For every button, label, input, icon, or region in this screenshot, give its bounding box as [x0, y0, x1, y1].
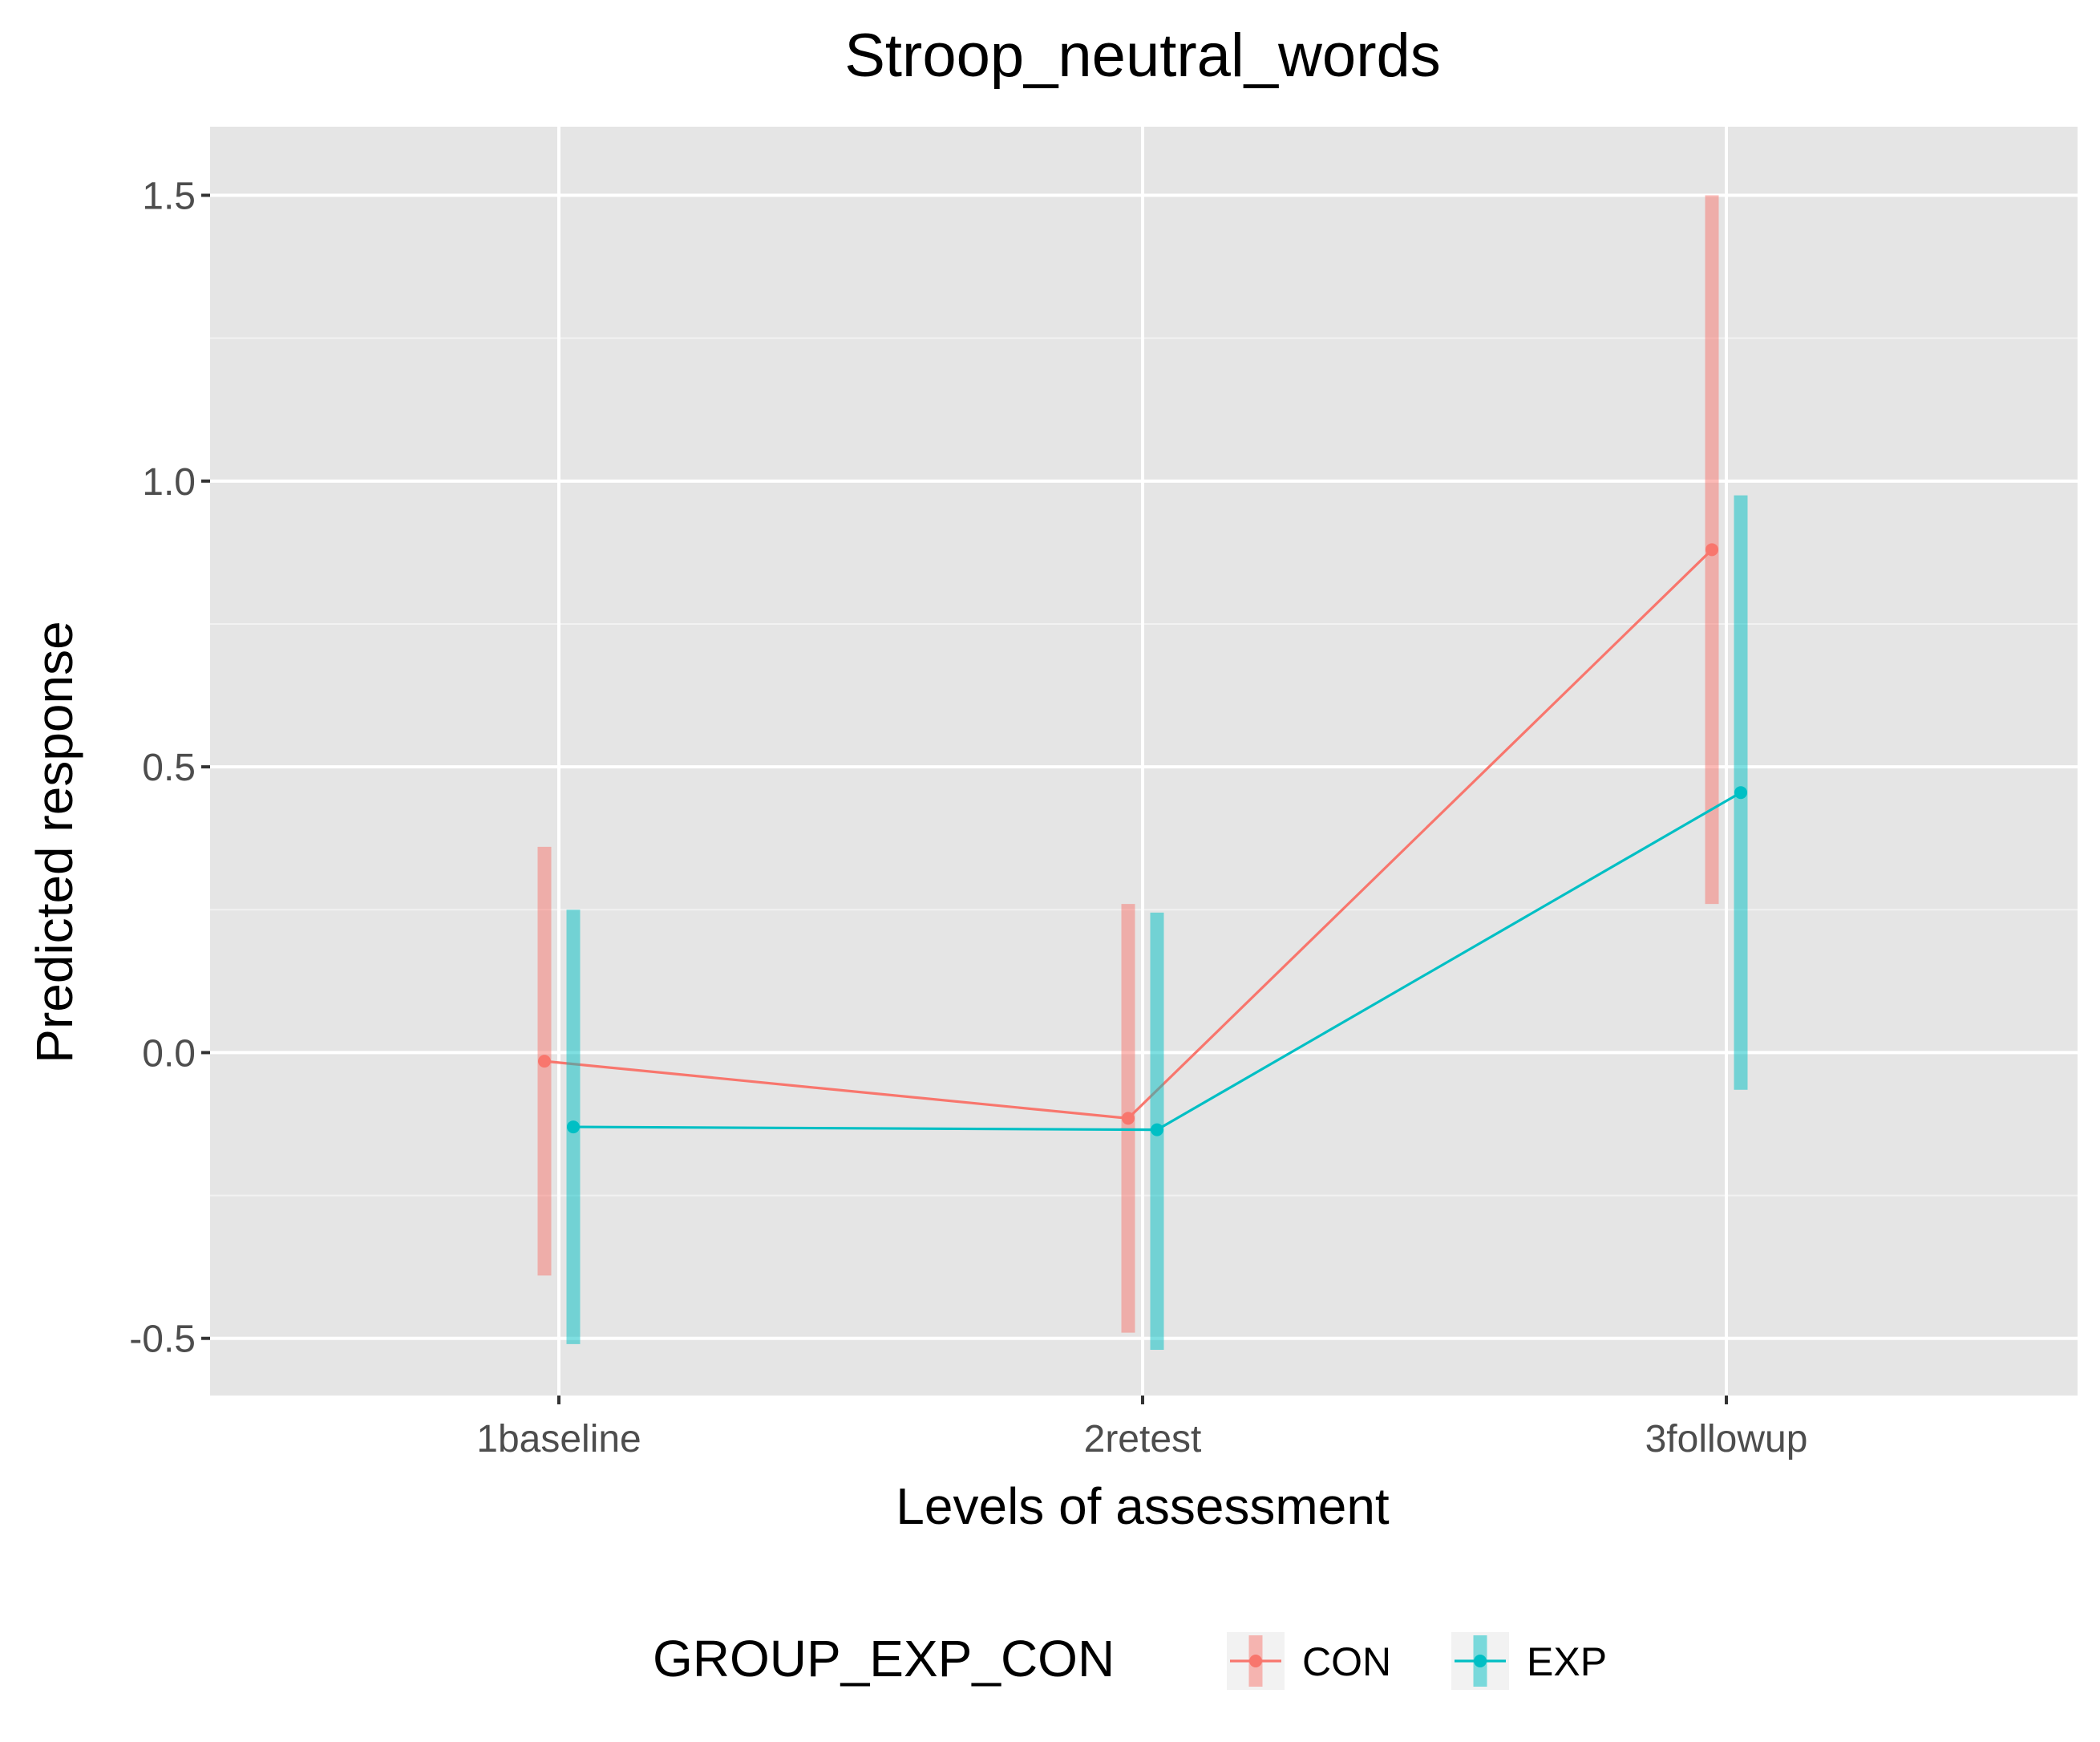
legend: GROUP_EXP_CON CON EXP [653, 1630, 1607, 1690]
data-point-exp [1151, 1123, 1163, 1136]
x-tick-label: 1baseline [476, 1418, 641, 1460]
data-point-con [1122, 1112, 1135, 1125]
x-tick-label: 2retest [1084, 1418, 1202, 1460]
chart-title: Stroop_neutral_words [844, 22, 1441, 90]
legend-key-point-exp [1474, 1655, 1487, 1667]
data-point-con [1705, 543, 1718, 557]
y-tick-label: 1.5 [142, 176, 196, 218]
legend-label-con: CON [1302, 1639, 1391, 1684]
grid-lines [210, 127, 2078, 1396]
chart-marks [537, 195, 1748, 1350]
legend-title: GROUP_EXP_CON [653, 1630, 1115, 1687]
y-axis-title: Predicted response [26, 621, 83, 1063]
data-point-con [538, 1055, 551, 1068]
axes: -0.5 0.0 0.5 1.0 1.5 1baseline 2retest 3followu… [129, 176, 1807, 1460]
y-tick-label: 0.0 [142, 1032, 196, 1075]
y-tick-label: -0.5 [129, 1319, 196, 1361]
x-tick-label: 3followup [1645, 1418, 1808, 1460]
x-axis-title: Levels of assessment [896, 1477, 1390, 1535]
legend-key-point-con [1249, 1655, 1262, 1667]
y-tick-label: 1.0 [142, 461, 196, 504]
data-point-exp [1734, 786, 1747, 800]
y-tick-label: 0.5 [142, 747, 196, 789]
data-point-exp [567, 1120, 580, 1134]
legend-label-exp: EXP [1527, 1639, 1607, 1684]
